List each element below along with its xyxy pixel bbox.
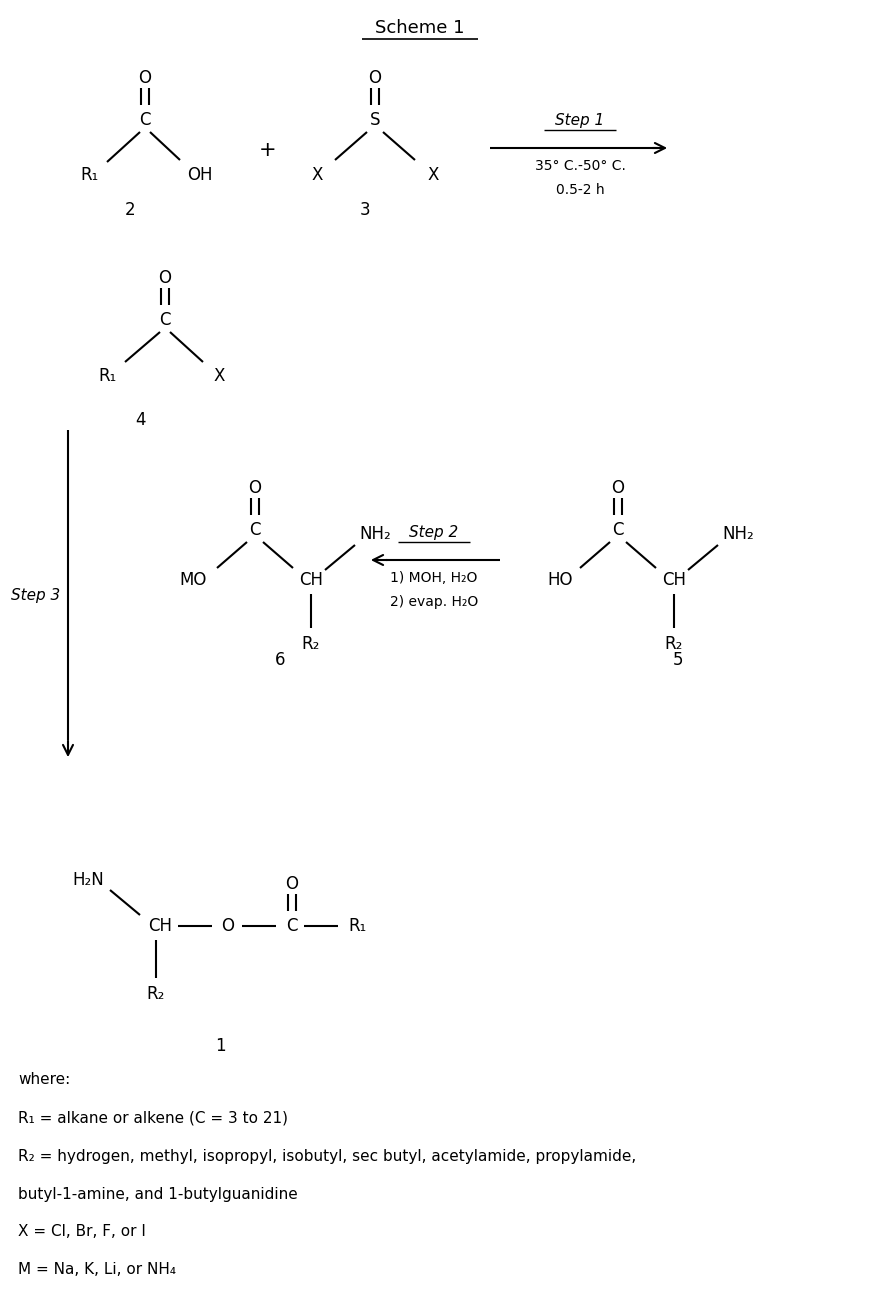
Text: Step 2: Step 2 [409, 524, 459, 540]
Text: R₁ = alkane or alkene (C = 3 to 21): R₁ = alkane or alkene (C = 3 to 21) [18, 1111, 288, 1125]
Text: 5: 5 [673, 650, 683, 669]
Text: S: S [370, 111, 380, 129]
Text: X: X [311, 167, 323, 183]
Text: R₂ = hydrogen, methyl, isopropyl, isobutyl, sec butyl, acetylamide, propylamide,: R₂ = hydrogen, methyl, isopropyl, isobut… [18, 1149, 636, 1163]
Text: CH: CH [148, 917, 172, 935]
Text: O: O [139, 69, 151, 87]
Text: 0.5-2 h: 0.5-2 h [556, 183, 605, 196]
Text: O: O [286, 876, 299, 892]
Text: HO: HO [547, 571, 573, 589]
Text: OH: OH [187, 167, 213, 183]
Text: R₂: R₂ [665, 635, 683, 653]
Text: MO: MO [179, 571, 207, 589]
Text: NH₂: NH₂ [359, 526, 391, 543]
Text: 6: 6 [275, 650, 286, 669]
Text: R₂: R₂ [301, 635, 320, 653]
Text: C: C [140, 111, 151, 129]
Text: O: O [248, 479, 262, 497]
Text: O: O [612, 479, 624, 497]
Text: 1: 1 [215, 1037, 225, 1055]
Text: X: X [213, 367, 225, 385]
Text: R₂: R₂ [147, 985, 165, 1003]
Text: CH: CH [299, 571, 323, 589]
Text: H₂N: H₂N [72, 870, 104, 889]
Text: 2) evap. H₂O: 2) evap. H₂O [390, 595, 478, 609]
Text: Step 1: Step 1 [555, 112, 605, 127]
Text: Step 3: Step 3 [11, 588, 61, 602]
Text: butyl-1-amine, and 1-butylguanidine: butyl-1-amine, and 1-butylguanidine [18, 1187, 298, 1202]
Text: C: C [249, 520, 261, 539]
Text: O: O [369, 69, 382, 87]
Text: CH: CH [662, 571, 686, 589]
Text: X = Cl, Br, F, or I: X = Cl, Br, F, or I [18, 1224, 146, 1240]
Text: R₁: R₁ [98, 367, 116, 385]
Text: R₁: R₁ [348, 917, 366, 935]
Text: C: C [159, 311, 171, 329]
Text: O: O [158, 269, 171, 288]
Text: 4: 4 [134, 411, 145, 429]
Text: C: C [613, 520, 624, 539]
Text: NH₂: NH₂ [722, 526, 754, 543]
Text: O: O [222, 917, 234, 935]
Text: X: X [427, 167, 438, 183]
Text: 35° C.-50° C.: 35° C.-50° C. [535, 159, 626, 173]
Text: M = Na, K, Li, or NH₄: M = Na, K, Li, or NH₄ [18, 1262, 176, 1278]
Text: 3: 3 [360, 200, 370, 219]
Text: C: C [286, 917, 298, 935]
Text: Scheme 1: Scheme 1 [375, 20, 465, 36]
Text: R₁: R₁ [80, 167, 99, 183]
Text: +: + [259, 141, 277, 160]
Text: where:: where: [18, 1072, 70, 1088]
Text: 1) MOH, H₂O: 1) MOH, H₂O [391, 571, 477, 585]
Text: 2: 2 [125, 200, 135, 219]
